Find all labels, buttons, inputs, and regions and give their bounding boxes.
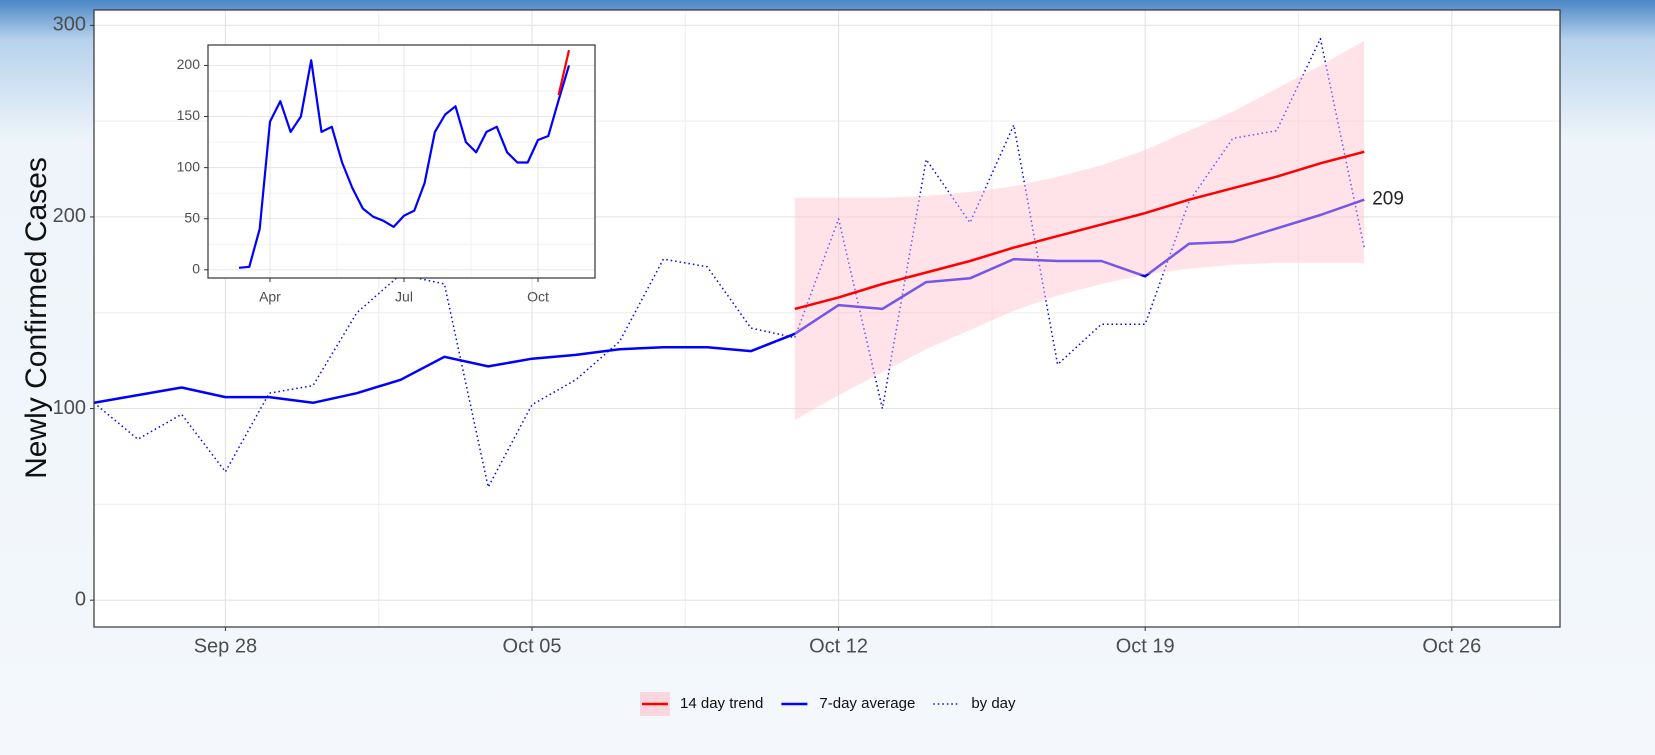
y-tick-label: 50 [184, 209, 200, 225]
plot-panel [208, 45, 595, 278]
x-tick-label: Oct 19 [1116, 635, 1175, 657]
series-line [94, 198, 1365, 405]
y-tick-label: 200 [177, 56, 201, 72]
x-tick-label: Oct 12 [809, 635, 868, 657]
legend-label: 14 day trend [680, 695, 763, 712]
y-tick-label: 300 [53, 14, 86, 36]
legend-label: 7-day average [819, 695, 915, 712]
y-tick-label: 0 [75, 588, 86, 610]
y-tick-label: 150 [177, 107, 201, 123]
legend: 14 day trend 7-day average by day [640, 692, 1016, 716]
plot-border [207, 44, 596, 279]
series-line [794, 150, 1365, 311]
y-tick-label: 0 [192, 261, 200, 277]
series-line [94, 37, 1365, 488]
data-label: 209 [1372, 189, 1404, 210]
x-tick-label: Oct 26 [1422, 635, 1481, 657]
x-tick-label: Jul [395, 289, 413, 305]
plot-area [238, 49, 571, 269]
plot-border [93, 9, 1561, 628]
series-line [557, 49, 571, 96]
grid [94, 10, 1560, 627]
y-tick-label: 100 [177, 158, 201, 174]
y-axis-label: Newly Confirmed Cases [20, 157, 53, 479]
legend-label: by day [971, 695, 1016, 712]
y-tick-label: 200 [53, 205, 86, 227]
x-tick-label: Oct [527, 289, 549, 305]
x-tick-label: Oct 05 [503, 635, 562, 657]
x-tick-label: Apr [259, 289, 281, 305]
plot-area [94, 37, 1365, 488]
grid [208, 45, 595, 278]
x-tick-label: Sep 28 [194, 635, 257, 657]
y-tick-label: 100 [53, 397, 86, 419]
series-line [238, 59, 571, 269]
chart-1: 0 50 100 150 200 Apr Jul Oct [177, 44, 596, 305]
